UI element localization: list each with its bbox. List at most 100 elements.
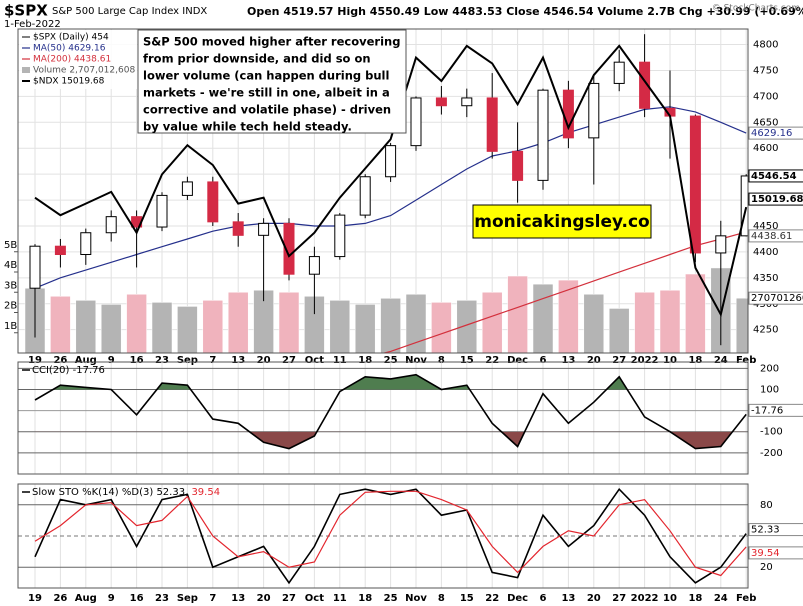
x-tick-label: 19 xyxy=(28,593,42,604)
x-tick-label: 22 xyxy=(485,355,499,366)
price-plot xyxy=(24,34,748,353)
candle-body xyxy=(715,235,727,254)
x-tick-label: 10 xyxy=(663,355,677,366)
panel-frame xyxy=(17,483,749,589)
end-label-box xyxy=(748,291,803,305)
candle-body xyxy=(461,97,473,107)
x-tick-label: 7 xyxy=(209,593,216,604)
candle-body xyxy=(156,194,168,228)
volume-tick-label: 3B xyxy=(4,280,17,291)
indicator-plot xyxy=(34,373,747,450)
x-tick-label: 18 xyxy=(688,355,702,366)
x-tick-label: 9 xyxy=(108,355,115,366)
x-tick-label: Nov xyxy=(405,593,427,604)
legend-label: MA(50) 4629.16 xyxy=(33,44,106,54)
x-tick-label: 25 xyxy=(384,593,398,604)
panel-frame xyxy=(17,361,749,475)
x-tick-label: 27 xyxy=(612,355,626,366)
x-tick-label: 26 xyxy=(53,593,67,604)
end-label-box xyxy=(748,192,803,206)
x-tick-label: 6 xyxy=(540,355,547,366)
y-tick-label: -100 xyxy=(760,427,783,438)
candle-body xyxy=(435,97,447,107)
x-tick-label: 18 xyxy=(358,355,372,366)
volume-bar xyxy=(354,304,376,353)
volume-bar xyxy=(126,294,147,353)
indicator-line xyxy=(34,490,747,577)
legend-value: 39.54 xyxy=(191,487,220,498)
candle-body xyxy=(512,150,524,181)
candle-body xyxy=(562,89,574,139)
volume-bar xyxy=(456,300,478,353)
end-label: 2707012608 xyxy=(748,291,803,305)
end-label: 15019.68 xyxy=(748,192,803,206)
candle-body xyxy=(181,181,193,196)
volume-tick-label: 2B xyxy=(4,301,17,312)
candle-body xyxy=(80,232,92,256)
x-tick-label: 2022 xyxy=(631,355,659,366)
volume-bar xyxy=(558,279,579,353)
x-tick-label: 13 xyxy=(231,355,245,366)
y-tick-label: 4750 xyxy=(753,65,778,76)
y-tick-label: 80 xyxy=(760,500,773,511)
volume-bar xyxy=(685,273,706,353)
legend-prefix: Slow STO %K(14) %D(3) xyxy=(32,487,153,498)
candle-body xyxy=(639,61,651,109)
y-tick-label: 4600 xyxy=(753,143,778,154)
x-tick-label: 15 xyxy=(460,593,474,604)
panel-frame xyxy=(17,28,749,354)
x-tick-label: 20 xyxy=(587,593,601,604)
ma-line xyxy=(381,231,747,353)
x-tick-label: 16 xyxy=(130,593,144,604)
x-tick-label: Dec xyxy=(507,593,528,604)
end-label-box xyxy=(748,546,803,560)
y-tick-label: 4450 xyxy=(753,221,778,232)
end-label-text: 39.54 xyxy=(751,548,780,559)
y-tick-label: 200 xyxy=(760,363,779,374)
end-label-text: 2707012608 xyxy=(751,293,803,304)
volume-bar xyxy=(329,300,351,353)
annotation: S&P 500 moved higher after recovering fro… xyxy=(137,29,407,134)
x-tick-label: 7 xyxy=(209,355,216,366)
credit: © StockCharts.com xyxy=(712,4,800,14)
volume-bar xyxy=(177,306,198,353)
candle-body xyxy=(740,175,748,237)
x-tick-label: 27 xyxy=(282,593,296,604)
end-label: -17.76 xyxy=(748,403,803,417)
candle-body xyxy=(334,214,346,258)
y-tick-label: 4400 xyxy=(753,247,778,258)
ma-line xyxy=(34,106,747,289)
y-tick-label: 4250 xyxy=(753,325,778,336)
volume-bar xyxy=(405,294,427,353)
annotation-line: corrective and volatile phase) - driven xyxy=(143,103,391,117)
volume-bar xyxy=(278,292,300,353)
annotation-line: from prior downside, and did so on xyxy=(143,52,371,66)
candle-body xyxy=(486,97,498,152)
x-tick-label: 13 xyxy=(561,593,575,604)
x-tick-label: 20 xyxy=(257,593,271,604)
x-tick-label: Aug xyxy=(75,355,97,366)
volume-bar xyxy=(532,283,554,353)
x-tick-label: 20 xyxy=(587,355,601,366)
x-tick-label: 24 xyxy=(714,355,728,366)
watermark-text: monicakingsley.co xyxy=(474,212,650,232)
legend-label: Slow STO %K(14) %D(3) 52.33, 39.54 xyxy=(32,487,220,498)
annotation-box xyxy=(137,29,407,134)
candle-body xyxy=(613,61,625,84)
candle-body xyxy=(207,181,219,223)
end-label-text: 4546.54 xyxy=(751,171,797,182)
x-tick-label: Aug xyxy=(75,593,97,604)
end-label: 4546.54 xyxy=(748,169,803,183)
volume-bar xyxy=(481,292,503,353)
volume-bar xyxy=(659,289,681,353)
candle-body xyxy=(54,245,66,256)
volume-bar xyxy=(227,292,249,353)
oversold-fill xyxy=(35,431,747,449)
volume-tick-label: 5B xyxy=(4,240,17,251)
x-tick-label: 27 xyxy=(612,593,626,604)
y-tick-label: 4350 xyxy=(753,273,778,284)
candle-body xyxy=(359,176,371,216)
x-tick-label: 18 xyxy=(358,593,372,604)
candle-body xyxy=(232,221,244,236)
